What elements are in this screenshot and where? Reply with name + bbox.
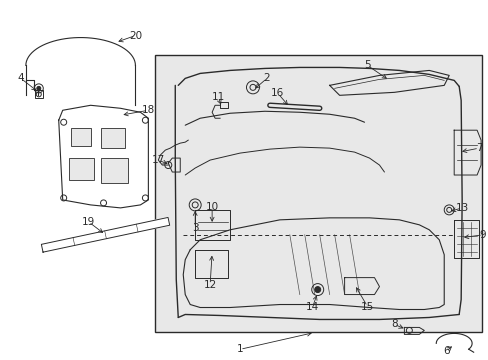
Bar: [155, 55, 481, 332]
Text: 8: 8: [390, 319, 397, 329]
Text: 4: 4: [18, 73, 24, 84]
Text: 6: 6: [442, 346, 448, 356]
Circle shape: [37, 86, 41, 90]
Text: 18: 18: [142, 105, 155, 115]
Text: 7: 7: [475, 143, 482, 153]
Bar: [35, 90, 42, 98]
Text: 3: 3: [191, 223, 198, 233]
Bar: [101, 128, 125, 148]
FancyArrowPatch shape: [44, 219, 166, 251]
Bar: [101, 158, 128, 183]
Text: 14: 14: [305, 302, 319, 311]
Text: 12: 12: [203, 280, 216, 289]
Text: 16: 16: [271, 88, 284, 98]
Text: 19: 19: [82, 217, 95, 227]
Text: 11: 11: [211, 92, 224, 102]
Text: 13: 13: [455, 203, 468, 213]
Bar: [71, 128, 90, 146]
Circle shape: [314, 287, 320, 293]
Text: 1: 1: [236, 345, 243, 354]
Text: 10: 10: [205, 202, 218, 212]
Text: 5: 5: [364, 60, 370, 71]
Bar: [68, 158, 93, 180]
Text: 9: 9: [479, 230, 486, 240]
Text: 15: 15: [360, 302, 373, 311]
Text: 17: 17: [151, 155, 164, 165]
Polygon shape: [41, 217, 169, 252]
Text: 20: 20: [129, 31, 142, 41]
Text: 2: 2: [263, 73, 270, 84]
